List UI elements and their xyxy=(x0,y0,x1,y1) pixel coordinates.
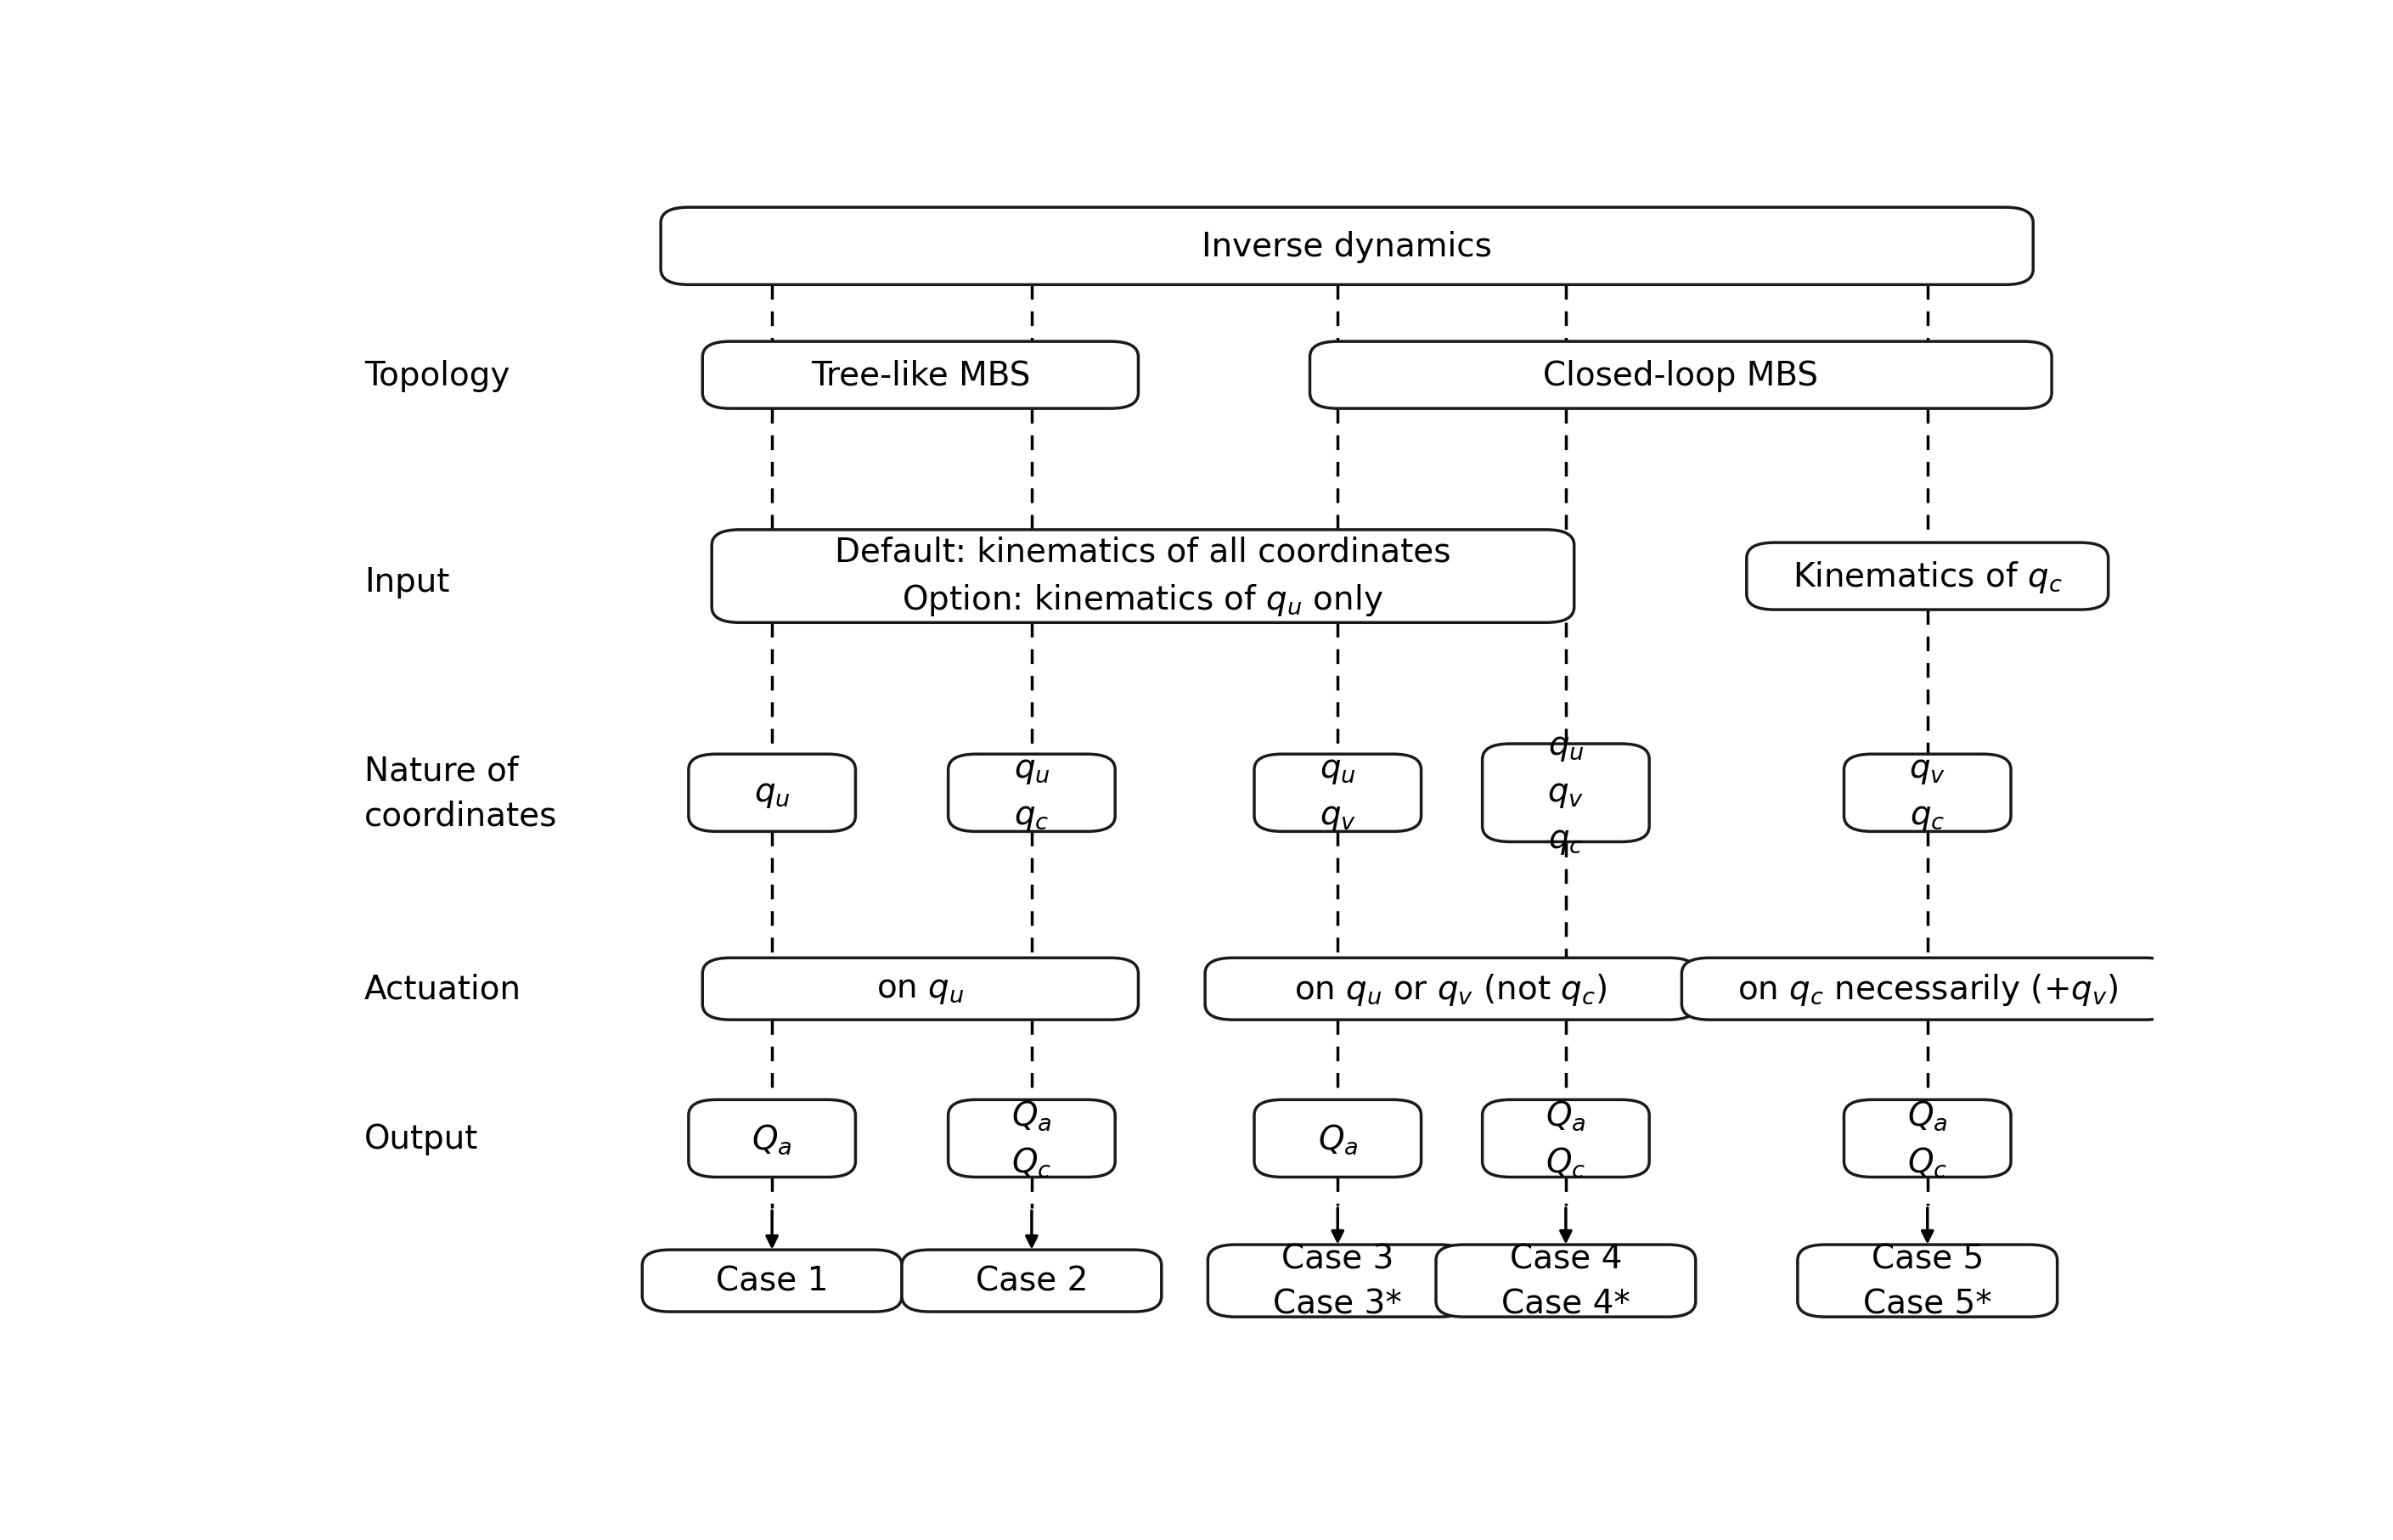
Text: $Q_a$: $Q_a$ xyxy=(1319,1121,1357,1155)
FancyBboxPatch shape xyxy=(1481,744,1649,842)
Text: on $q_c$ necessarily (+$q_v$): on $q_c$ necessarily (+$q_v$) xyxy=(1737,972,2118,1007)
Text: Input: Input xyxy=(364,565,450,598)
FancyBboxPatch shape xyxy=(1208,1244,1467,1317)
Text: Inverse dynamics: Inverse dynamics xyxy=(1201,231,1493,263)
Text: $q_u$: $q_u$ xyxy=(754,778,790,810)
Text: Output: Output xyxy=(364,1123,479,1155)
Text: Case 3
Case 3*: Case 3 Case 3* xyxy=(1273,1243,1402,1320)
Text: on $q_u$: on $q_u$ xyxy=(876,973,964,1006)
FancyBboxPatch shape xyxy=(948,755,1115,832)
Text: $q_v$
$q_c$: $q_v$ $q_c$ xyxy=(1910,753,1946,833)
Text: $Q_a$
$Q_c$: $Q_a$ $Q_c$ xyxy=(1546,1098,1587,1178)
FancyBboxPatch shape xyxy=(1254,755,1421,832)
Text: Closed-loop MBS: Closed-loop MBS xyxy=(1543,359,1819,391)
FancyBboxPatch shape xyxy=(641,1250,902,1312)
FancyBboxPatch shape xyxy=(1481,1100,1649,1177)
Text: $Q_a$
$Q_c$: $Q_a$ $Q_c$ xyxy=(1012,1098,1053,1178)
Text: Topology: Topology xyxy=(364,359,510,391)
FancyBboxPatch shape xyxy=(1747,544,2108,610)
FancyBboxPatch shape xyxy=(1682,958,2173,1019)
Text: Case 5
Case 5*: Case 5 Case 5* xyxy=(1864,1243,1991,1320)
FancyBboxPatch shape xyxy=(902,1250,1161,1312)
Text: Case 4
Case 4*: Case 4 Case 4* xyxy=(1500,1243,1630,1320)
Text: Case 2: Case 2 xyxy=(976,1264,1089,1297)
Text: $Q_a$: $Q_a$ xyxy=(751,1121,792,1155)
FancyBboxPatch shape xyxy=(660,208,2034,285)
FancyBboxPatch shape xyxy=(689,755,857,832)
FancyBboxPatch shape xyxy=(1845,755,2010,832)
FancyBboxPatch shape xyxy=(689,1100,857,1177)
FancyBboxPatch shape xyxy=(711,530,1575,624)
FancyBboxPatch shape xyxy=(1845,1100,2010,1177)
FancyBboxPatch shape xyxy=(1254,1100,1421,1177)
FancyBboxPatch shape xyxy=(1206,958,1697,1019)
Text: $q_u$
$q_v$: $q_u$ $q_v$ xyxy=(1319,753,1357,833)
FancyBboxPatch shape xyxy=(704,958,1139,1019)
Text: on $q_u$ or $q_v$ (not $q_c$): on $q_u$ or $q_v$ (not $q_c$) xyxy=(1295,972,1608,1007)
Text: $Q_a$
$Q_c$: $Q_a$ $Q_c$ xyxy=(1907,1098,1948,1178)
FancyBboxPatch shape xyxy=(1309,342,2051,410)
Text: $q_u$
$q_v$
$q_c$: $q_u$ $q_v$ $q_c$ xyxy=(1548,730,1584,856)
Text: Actuation: Actuation xyxy=(364,973,522,1006)
FancyBboxPatch shape xyxy=(704,342,1139,410)
FancyBboxPatch shape xyxy=(1436,1244,1697,1317)
Text: Nature of
coordinates: Nature of coordinates xyxy=(364,755,558,832)
Text: Tree-like MBS: Tree-like MBS xyxy=(811,359,1029,391)
Text: Kinematics of $q_c$: Kinematics of $q_c$ xyxy=(1792,559,2063,594)
Text: Default: kinematics of all coordinates
Option: kinematics of $q_u$ only: Default: kinematics of all coordinates O… xyxy=(835,536,1450,618)
FancyBboxPatch shape xyxy=(948,1100,1115,1177)
Text: Case 1: Case 1 xyxy=(716,1264,828,1297)
FancyBboxPatch shape xyxy=(1797,1244,2058,1317)
Text: $q_u$
$q_c$: $q_u$ $q_c$ xyxy=(1015,753,1051,833)
